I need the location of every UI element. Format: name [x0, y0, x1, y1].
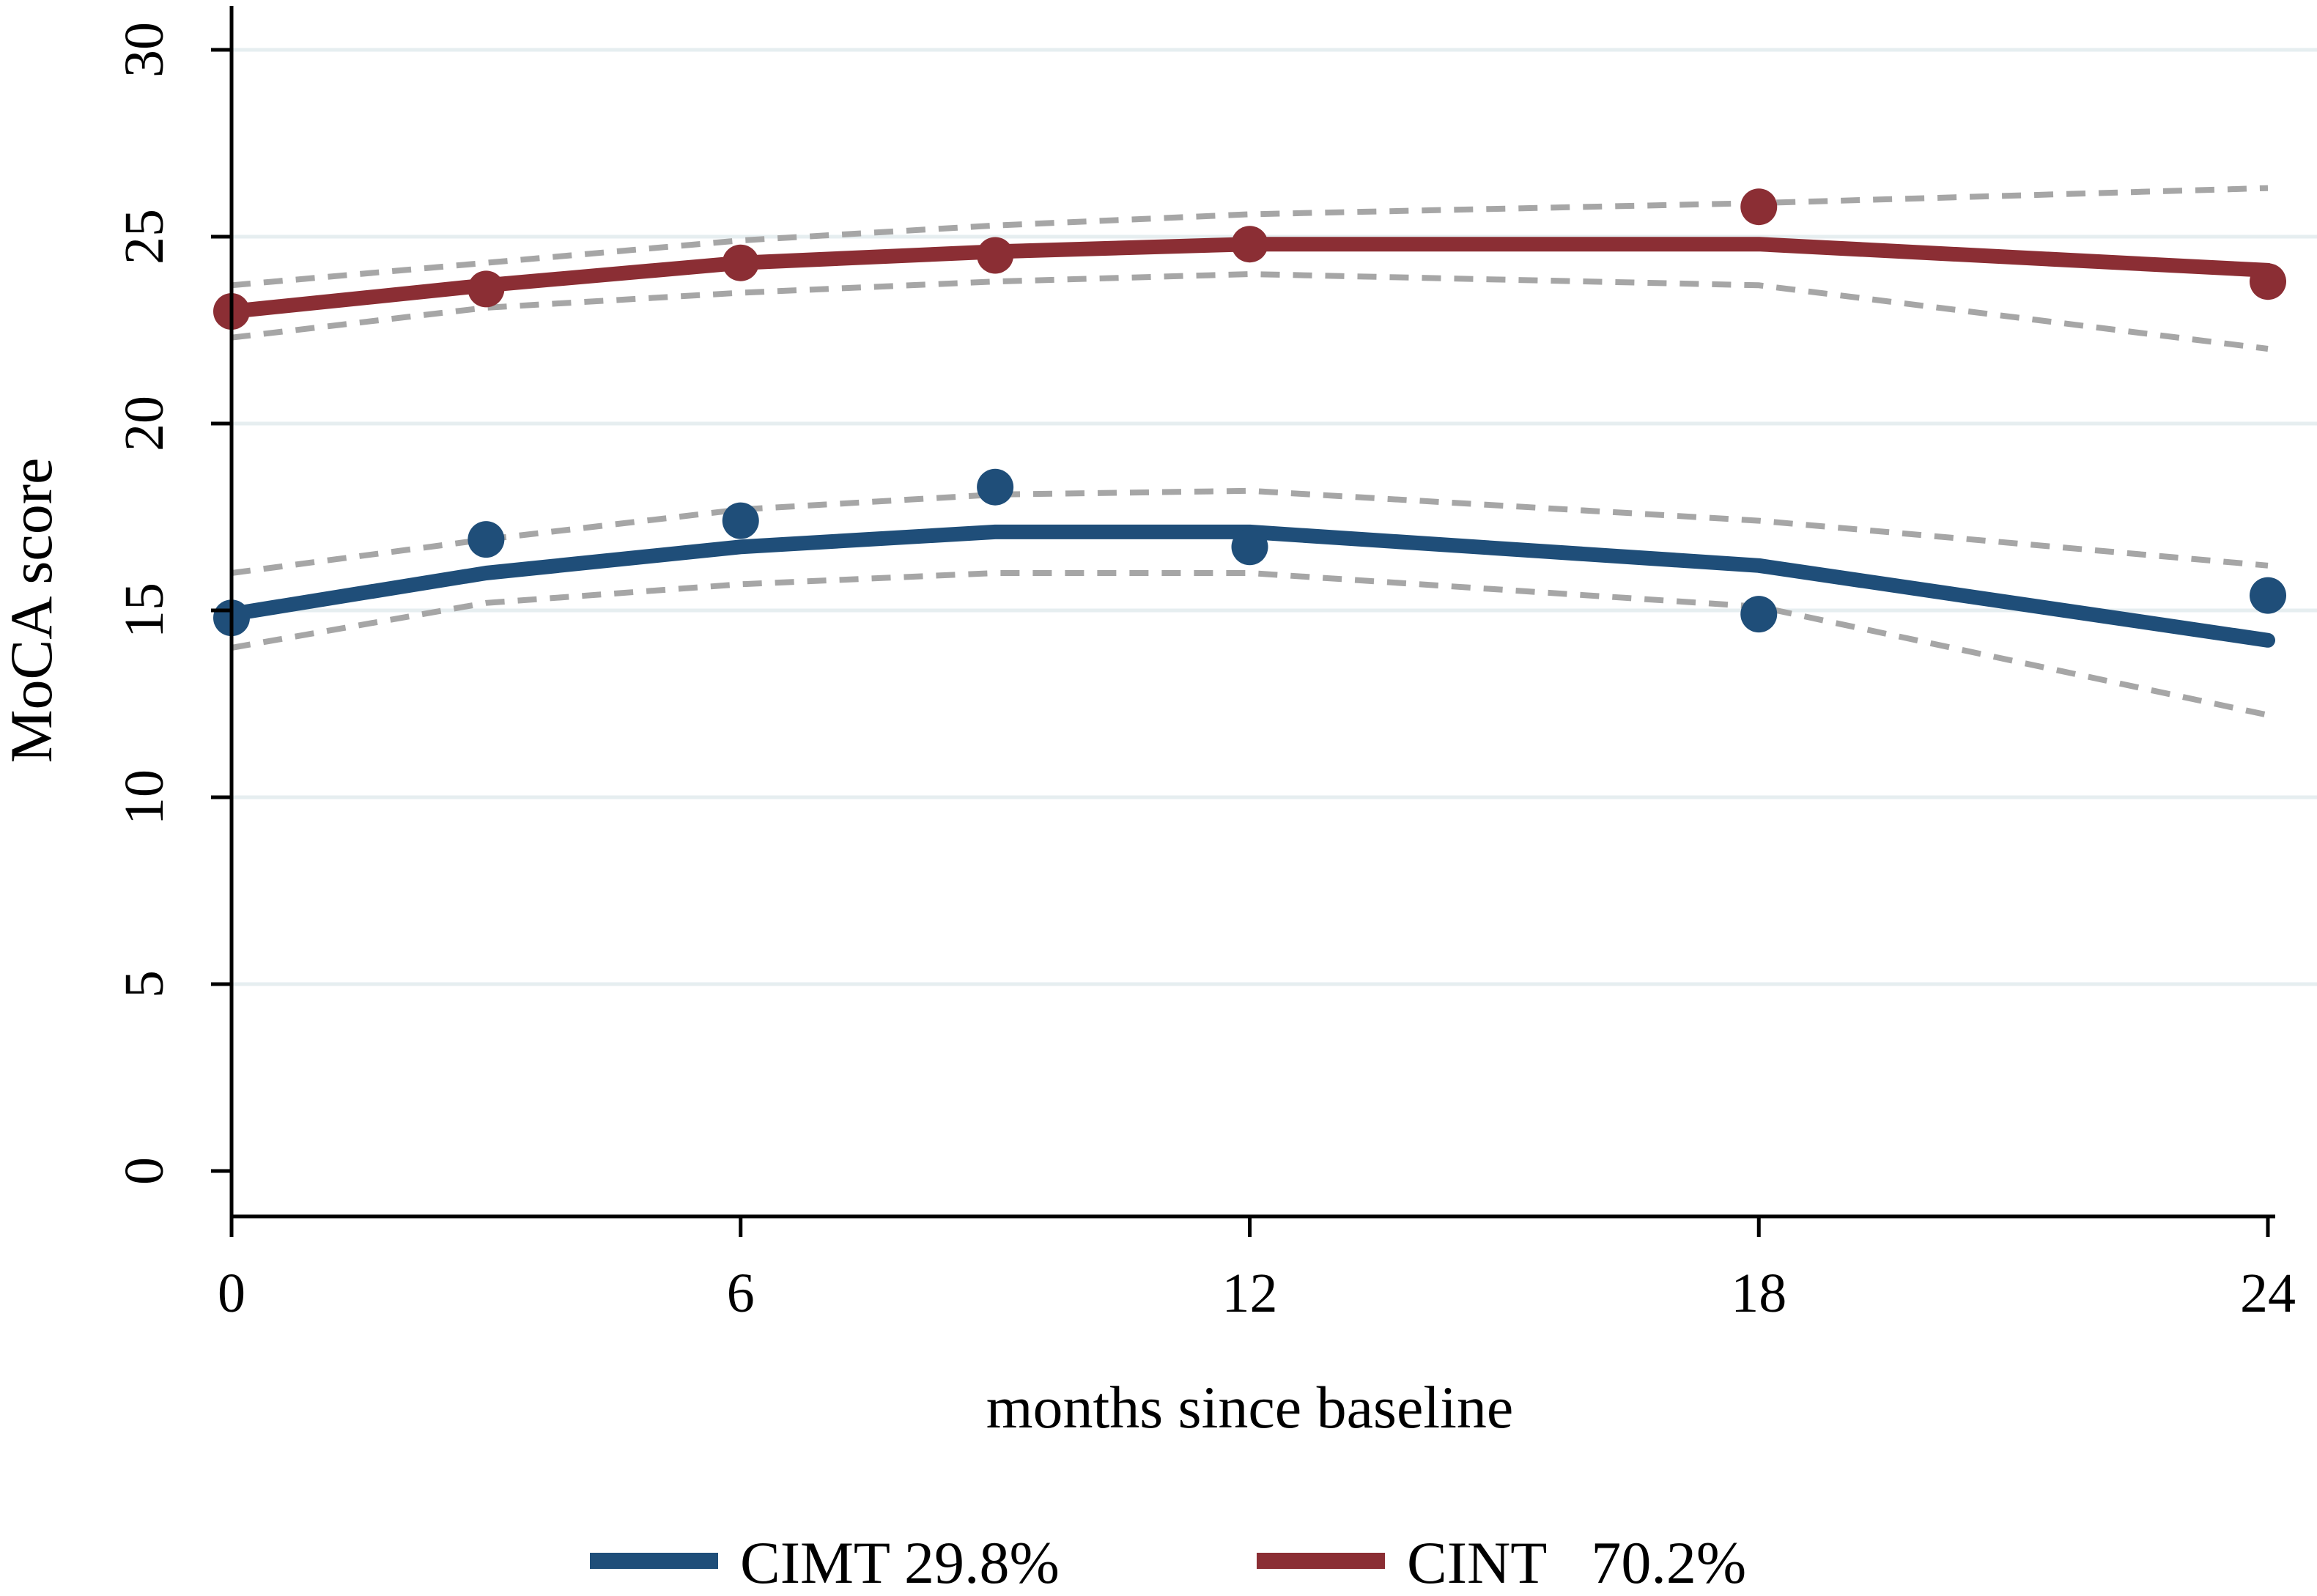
x-tick-label: 12 — [1222, 1263, 1278, 1324]
x-axis-ticks: 0 6 12 18 24 — [218, 1216, 2296, 1324]
cimt-data-point — [468, 521, 505, 558]
y-tick-label: 0 — [114, 1157, 175, 1185]
x-axis-title: months since baseline — [986, 1374, 1514, 1441]
y-axis-title: MoCA score — [0, 458, 64, 764]
y-tick-label: 15 — [114, 583, 175, 638]
legend: CIMT 29.8% CINT 70.2% — [590, 1529, 1746, 1596]
cimt-data-point — [1740, 596, 1778, 633]
cint-data-point — [468, 270, 505, 308]
x-tick-label: 18 — [1731, 1263, 1786, 1324]
y-tick-label: 20 — [114, 396, 175, 451]
y-tick-label: 25 — [114, 209, 175, 265]
y-tick-label: 30 — [114, 22, 175, 78]
y-tick-label: 5 — [114, 970, 175, 998]
cimt-ci-upper — [231, 487, 2269, 576]
cint-ci-lower — [231, 270, 2269, 352]
cimt-data-point — [1231, 528, 1268, 566]
y-axis-ticks: 0 5 10 15 20 25 30 — [114, 22, 232, 1185]
cint-data-point — [2250, 263, 2286, 300]
x-tick-label: 0 — [218, 1263, 245, 1324]
cimt-data-point — [2250, 577, 2286, 614]
observed-points — [213, 188, 2286, 637]
legend-label-cimt: CIMT 29.8% — [740, 1529, 1060, 1596]
y-tick-label: 10 — [114, 769, 175, 825]
cimt-fitted-line — [224, 524, 2275, 648]
cint-data-point — [1740, 188, 1778, 226]
cint-data-point — [722, 244, 759, 281]
cimt-data-point — [722, 502, 759, 539]
cint-data-point — [977, 237, 1014, 274]
x-tick-label: 6 — [727, 1263, 755, 1324]
legend-label-cint: CINT 70.2% — [1407, 1529, 1746, 1596]
cimt-data-point — [977, 468, 1014, 506]
confidence-bands — [231, 185, 2269, 718]
grid-lines — [232, 48, 2317, 986]
cint-data-point — [1231, 226, 1268, 263]
x-tick-label: 24 — [2240, 1263, 2296, 1324]
